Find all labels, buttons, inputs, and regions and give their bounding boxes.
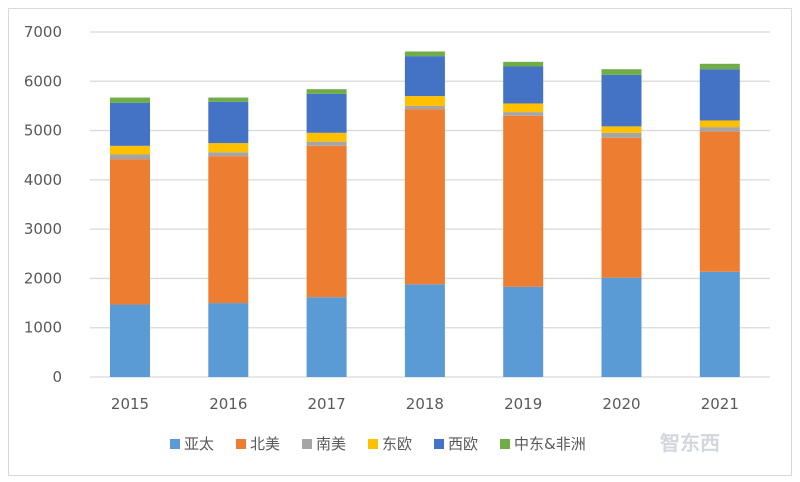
bar-segment-2019-2 (503, 112, 544, 116)
bar-segment-2018-4 (404, 56, 445, 97)
watermark-logo: 智东西 (660, 431, 720, 455)
legend-swatch (434, 439, 444, 449)
bar-segment-2020-5 (601, 69, 642, 75)
x-tick-label: 2015 (111, 395, 149, 413)
legend-swatch (302, 439, 312, 449)
bar-segment-2017-5 (306, 89, 347, 94)
bar-segment-2016-1 (208, 156, 249, 304)
bar-segment-2021-1 (699, 131, 740, 272)
y-tick-label: 0 (52, 368, 62, 386)
bar-segment-2019-4 (503, 66, 544, 104)
bar-segment-2021-2 (699, 127, 740, 132)
legend-swatch (500, 439, 510, 449)
bar-segment-2017-2 (306, 141, 347, 146)
bar-segment-2016-2 (208, 152, 249, 157)
bar-segment-2015-2 (110, 154, 150, 160)
x-tick-label: 2019 (504, 395, 542, 413)
bar-segment-2021-0 (699, 271, 740, 377)
bar-segment-2015-5 (110, 97, 150, 103)
bar-segment-2021-5 (699, 63, 740, 70)
legend-label: 东欧 (382, 435, 412, 453)
legend-label: 北美 (250, 435, 280, 453)
legend-label: 亚太 (184, 435, 214, 453)
y-tick-label: 1000 (24, 319, 62, 337)
legend-label: 南美 (316, 435, 346, 453)
bar-segment-2017-0 (306, 297, 347, 377)
bar-segment-2019-0 (503, 286, 544, 377)
bar-segment-2020-2 (601, 132, 642, 138)
bar-segment-2015-3 (110, 145, 150, 155)
y-tick-label: 7000 (24, 23, 62, 41)
y-tick-label: 3000 (24, 220, 62, 238)
legend-swatch (368, 439, 378, 449)
bar-segment-2021-3 (699, 120, 740, 128)
bar-segment-2019-1 (503, 115, 544, 287)
bar-segment-2017-1 (306, 145, 347, 298)
bar-segment-2016-0 (208, 303, 249, 377)
bar-segment-2016-3 (208, 143, 249, 153)
bar-segment-2015-4 (110, 102, 150, 146)
x-tick-label: 2021 (701, 395, 739, 413)
x-tick-label: 2018 (406, 395, 444, 413)
y-tick-label: 4000 (24, 171, 62, 189)
x-tick-label: 2016 (209, 395, 247, 413)
x-tick-label: 2020 (602, 395, 640, 413)
bar-segment-2019-3 (503, 103, 544, 113)
y-tick-label: 6000 (24, 72, 62, 90)
bar-segment-2018-3 (404, 96, 445, 106)
bar-segment-2017-4 (306, 93, 347, 133)
legend-label: 中东&非洲 (514, 435, 586, 453)
bar-segment-2015-0 (110, 304, 150, 377)
x-tick-label: 2017 (308, 395, 346, 413)
bar-segment-2021-4 (699, 69, 740, 121)
bar-segment-2020-1 (601, 137, 642, 278)
bar-segment-2015-1 (110, 159, 150, 305)
bar-segment-2020-4 (601, 74, 642, 127)
bar-segment-2020-3 (601, 126, 642, 133)
bar-segment-2016-5 (208, 97, 249, 102)
bar-segment-2016-4 (208, 101, 249, 144)
bar-segment-2018-0 (404, 284, 445, 377)
bar-segment-2018-2 (404, 105, 445, 110)
y-tick-label: 5000 (24, 122, 62, 140)
legend-swatch (236, 439, 246, 449)
bar-segment-2018-1 (404, 109, 445, 285)
bar-segment-2018-5 (404, 51, 445, 57)
bar-segment-2020-0 (601, 277, 642, 377)
bar-segment-2019-5 (503, 61, 544, 67)
legend-label: 西欧 (448, 435, 478, 453)
legend-swatch (170, 439, 180, 449)
bar-segment-2017-3 (306, 132, 347, 142)
y-tick-label: 2000 (24, 269, 62, 287)
